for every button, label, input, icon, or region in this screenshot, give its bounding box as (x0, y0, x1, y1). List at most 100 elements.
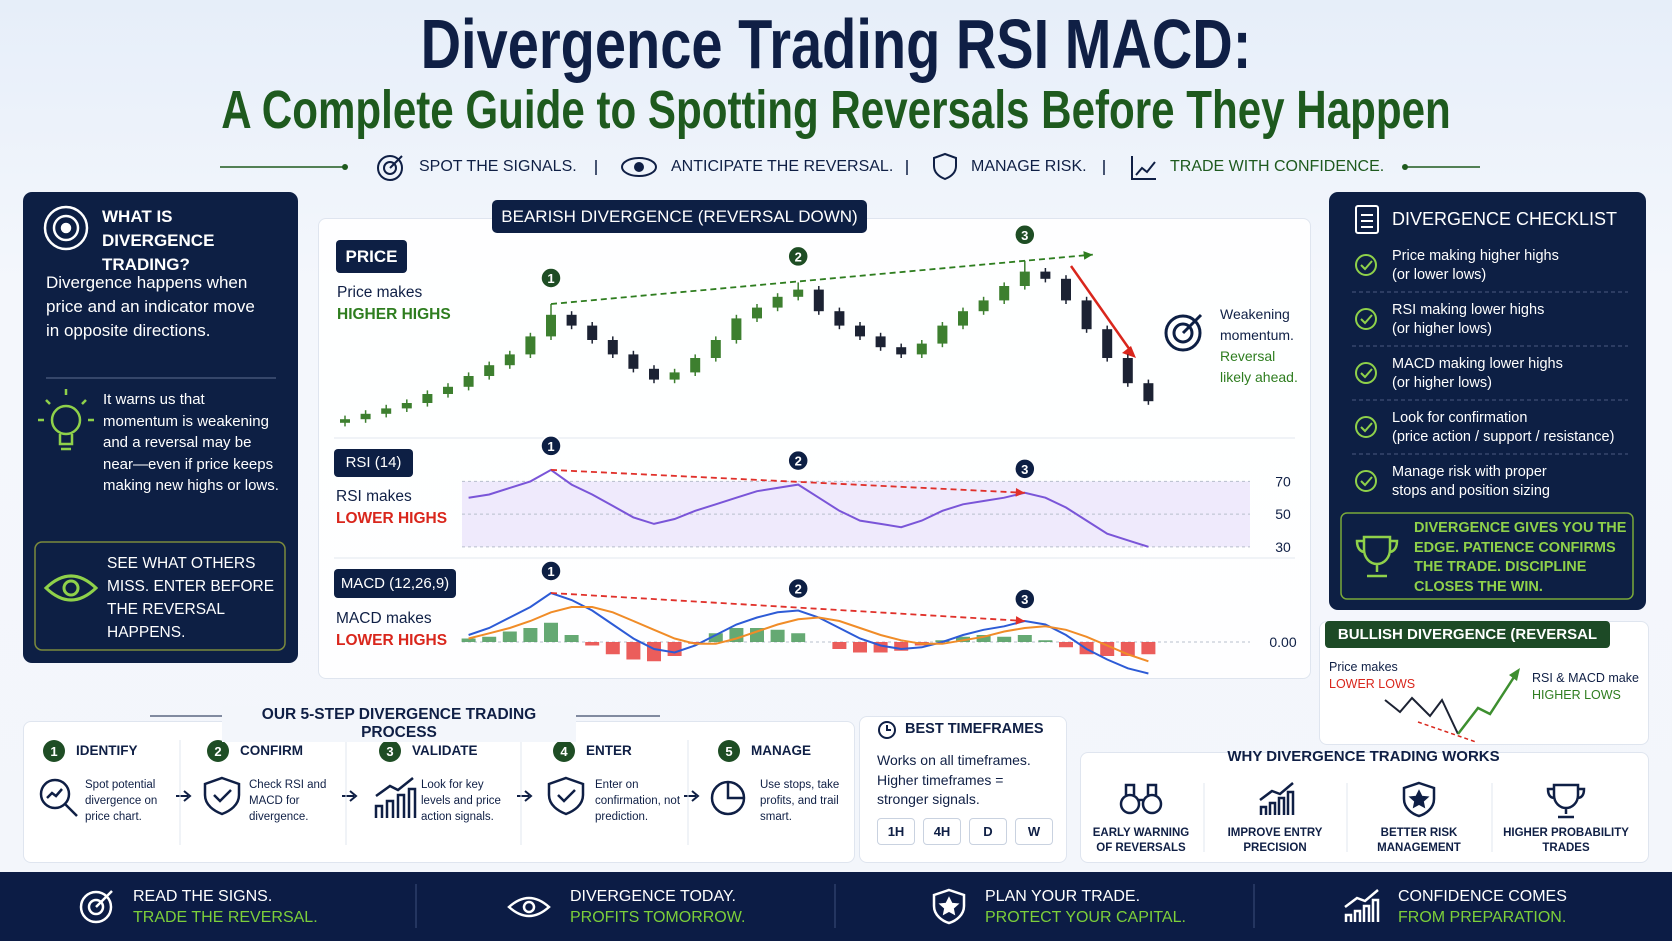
why-panel (1080, 752, 1649, 863)
why-item: HIGHER PROBABILITY TRADES (1503, 827, 1629, 854)
quote: DIVERGENCE GIVES YOU THE EDGE. PATIENCE … (1414, 520, 1627, 595)
divergence-arrow (1015, 616, 1025, 625)
peak-label: 2 (795, 454, 802, 469)
check-icon (1355, 470, 1377, 492)
rsi-line (468, 468, 1149, 548)
chart-note-highlight: HIGHER HIGHS (337, 306, 451, 323)
step-number: 5 (725, 744, 732, 759)
step-number: 3 (386, 744, 393, 759)
y-tick-label: 30 (1275, 539, 1291, 555)
candle-body (669, 372, 680, 380)
candle-body (1143, 383, 1154, 402)
tagline: SPOT THE SIGNALS. (419, 158, 577, 175)
histogram-bar (750, 628, 764, 642)
peak-label: 1 (547, 439, 554, 454)
candle-body (731, 318, 742, 340)
checklist-note: (price action / support / resistance) (1392, 429, 1615, 445)
check-icon (1355, 416, 1377, 438)
step-title: ENTER (586, 743, 632, 758)
candle-body (607, 340, 618, 355)
peak-label: 1 (547, 564, 554, 579)
check-icon (1360, 476, 1373, 487)
trophy-icon (1355, 535, 1399, 578)
why-item: EARLY WARNING OF REVERSALS (1092, 827, 1190, 854)
histogram-bar (605, 642, 620, 655)
step-icons (39, 776, 746, 818)
candle-body (422, 394, 433, 403)
title-bar (1325, 621, 1610, 648)
footer-icons (79, 888, 1380, 925)
label-box (334, 449, 413, 477)
check-icon (1360, 422, 1373, 433)
page-subtitle: A Complete Guide to Spotting Reversals B… (221, 80, 1451, 140)
candle-body (525, 336, 536, 355)
histogram-bar (1017, 635, 1032, 642)
eye-icon (43, 574, 99, 602)
tagline: MANAGE RISK. (971, 158, 1087, 175)
peak-label: 3 (1021, 228, 1028, 243)
footer-line: PROTECT YOUR CAPITAL. (985, 909, 1186, 926)
histogram-bar (894, 642, 909, 651)
dot (342, 164, 348, 170)
histogram-bar (1059, 642, 1073, 648)
price-sketch (1384, 696, 1459, 735)
y-tick-label: 0.00 (1269, 634, 1296, 650)
timeframes-note: Higher timeframes = stronger signals. (877, 772, 1004, 807)
clock-icon (878, 721, 896, 739)
peak-marker (540, 267, 562, 289)
step-number: 4 (560, 744, 568, 759)
checklist-item: RSI making lower highs (1392, 302, 1545, 318)
histogram-bar (853, 642, 867, 653)
histogram-bar (564, 635, 579, 642)
footer-bar (0, 872, 1672, 941)
candle-body (463, 376, 474, 387)
step-dividers (179, 740, 689, 845)
chart-note: RSI makes (336, 488, 412, 505)
footer-line: PROFITS TOMORROW. (570, 909, 746, 926)
candle-body (896, 347, 907, 355)
why-dividers (1203, 783, 1493, 852)
why-icons (1119, 781, 1586, 819)
candle-body (710, 340, 721, 358)
candle-body (1061, 278, 1071, 301)
candle-body (875, 336, 886, 348)
dot (1402, 164, 1408, 170)
peak-label: 2 (795, 249, 802, 264)
peak-marker (787, 245, 809, 268)
candle-body (1122, 358, 1133, 384)
peak-marker (1014, 588, 1036, 610)
arrow-head (1509, 668, 1520, 681)
reversal-arrow (1069, 265, 1132, 351)
callout-text: SEE WHAT OTHERS MISS. ENTER BEFORE THE R… (107, 555, 275, 641)
arrow-head (1122, 346, 1136, 358)
panel-heading: WHAT IS DIVERGENCE TRADING? (102, 207, 215, 274)
candle-body (813, 289, 824, 312)
checklist-note: (or higher lows) (1392, 375, 1492, 391)
divergence-sketch (1417, 721, 1477, 743)
checklist-item: Manage risk with proper (1392, 464, 1547, 480)
divergence-line (550, 469, 1025, 494)
panel-title-box (492, 200, 867, 233)
candle-body (958, 311, 968, 326)
footer-line: READ THE SIGNS. (133, 888, 273, 905)
candle-body (1040, 271, 1051, 279)
tagline-icons (377, 152, 1156, 181)
checklist-item: Price making higher highs (1392, 248, 1559, 264)
step-badge (379, 740, 401, 762)
peak-marker (540, 560, 562, 582)
timeframes-title: BEST TIMEFRAMES (905, 721, 1044, 737)
check-icon (1355, 308, 1377, 330)
candle-body (360, 413, 371, 420)
candle-body (484, 365, 495, 376)
divergence-arrow (1015, 488, 1025, 497)
footer-line: TRADE THE REVERSAL. (133, 909, 318, 926)
candle-body (381, 408, 392, 414)
check-icon (1360, 368, 1373, 379)
peak-label: 3 (1021, 462, 1028, 477)
step-arrows (176, 790, 700, 802)
timeframe-chip: D (969, 818, 1007, 845)
peak-label: 3 (1021, 592, 1028, 607)
peak-marker (540, 435, 562, 457)
step-title: IDENTIFY (76, 743, 138, 758)
